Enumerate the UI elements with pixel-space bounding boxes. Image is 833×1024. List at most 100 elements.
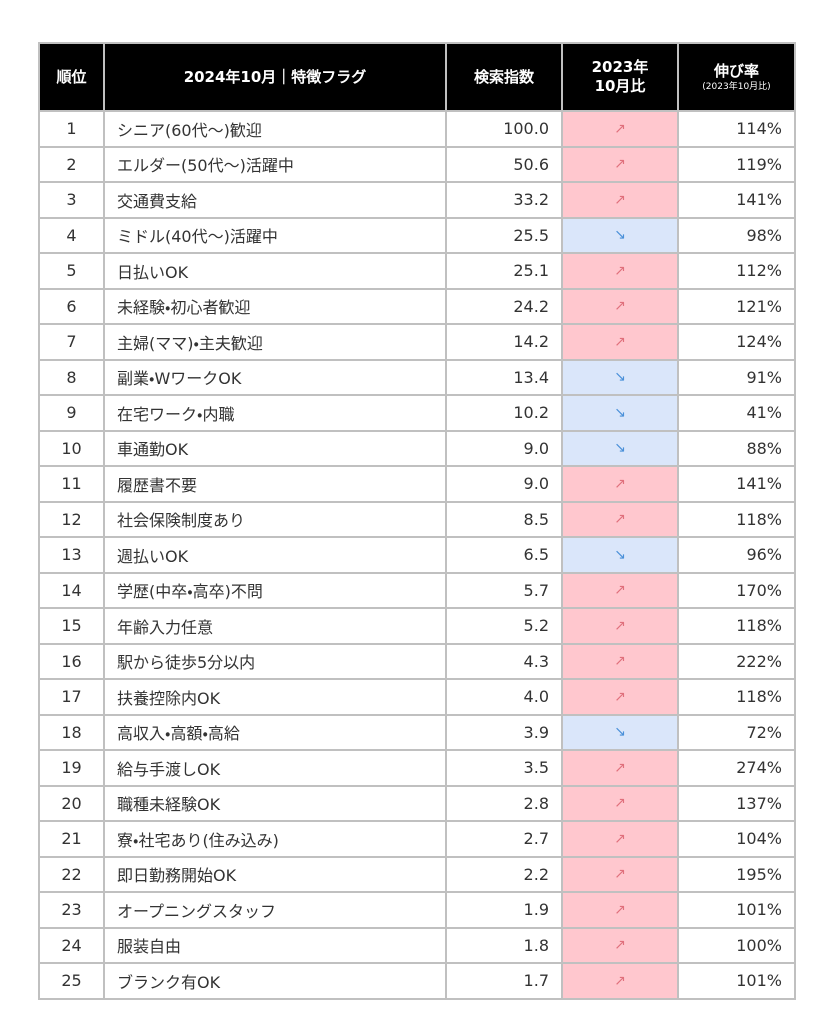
cell-name: シニア(60代～)歓迎: [103, 110, 447, 148]
cell-name: 未経験・初心者歓迎: [103, 287, 447, 325]
cell-name: 職種未経験OK: [103, 784, 447, 822]
cell-index: 25.5: [445, 216, 563, 254]
header-compare-line: 10月比: [594, 77, 646, 95]
header-growth: 伸び率 (2023年10月比): [677, 42, 796, 112]
header-name: 2024年10月｜特徴フラグ: [103, 42, 447, 112]
cell-index: 25.1: [445, 252, 563, 290]
cell-growth: 121%: [677, 287, 796, 325]
cell-growth: 222%: [677, 642, 796, 680]
table-row: 13 週払いOK 6.5 ↘ 96%: [38, 536, 796, 574]
cell-name: ミドル(40代～)活躍中: [103, 216, 447, 254]
cell-growth: 124%: [677, 323, 796, 361]
cell-trend: ↘: [561, 536, 679, 574]
cell-rank: 24: [38, 926, 105, 964]
cell-rank: 5: [38, 252, 105, 290]
cell-rank: 19: [38, 749, 105, 787]
cell-name: 交通費支給: [103, 181, 447, 219]
table-row: 7 主婦(ママ)・主夫歓迎 14.2 ↗ 124%: [38, 323, 796, 361]
cell-growth: 141%: [677, 181, 796, 219]
table-row: 6 未経験・初心者歓迎 24.2 ↗ 121%: [38, 287, 796, 325]
cell-trend: ↗: [561, 642, 679, 680]
cell-trend: ↗: [561, 607, 679, 645]
cell-rank: 2: [38, 145, 105, 183]
cell-name: 服装自由: [103, 926, 447, 964]
table-body: 1 シニア(60代～)歓迎 100.0 ↗ 114% 2 エルダー(50代～)活躍中 50.6…: [38, 110, 796, 1000]
cell-trend: ↗: [561, 749, 679, 787]
cell-name: 日払いOK: [103, 252, 447, 290]
cell-name: 車通勤OK: [103, 429, 447, 467]
cell-name: エルダー(50代～)活躍中: [103, 145, 447, 183]
cell-growth: 72%: [677, 713, 796, 751]
cell-index: 2.7: [445, 820, 563, 858]
cell-trend: ↘: [561, 713, 679, 751]
cell-rank: 20: [38, 784, 105, 822]
cell-index: 14.2: [445, 323, 563, 361]
cell-growth: 274%: [677, 749, 796, 787]
cell-trend: ↗: [561, 926, 679, 964]
cell-trend: ↗: [561, 855, 679, 893]
header-compare-line: 2023年: [591, 58, 649, 76]
table-row: 3 交通費支給 33.2 ↗ 141%: [38, 181, 796, 219]
cell-name: 社会保険制度あり: [103, 500, 447, 538]
cell-trend: ↗: [561, 145, 679, 183]
header-row: 順位 2024年10月｜特徴フラグ 検索指数 2023年 10月比 伸び率 (202…: [38, 42, 796, 112]
cell-name: 主婦(ママ)・主夫歓迎: [103, 323, 447, 361]
cell-growth: 141%: [677, 465, 796, 503]
cell-trend: ↗: [561, 571, 679, 609]
cell-name: 給与手渡しOK: [103, 749, 447, 787]
table-row: 4 ミドル(40代～)活躍中 25.5 ↘ 98%: [38, 216, 796, 254]
header-compare: 2023年 10月比: [561, 42, 679, 112]
cell-trend: ↗: [561, 500, 679, 538]
cell-name: 即日勤務開始OK: [103, 855, 447, 893]
cell-index: 50.6: [445, 145, 563, 183]
cell-trend: ↗: [561, 891, 679, 929]
cell-index: 13.4: [445, 358, 563, 396]
cell-growth: 114%: [677, 110, 796, 148]
cell-trend: ↗: [561, 962, 679, 1000]
cell-trend: ↗: [561, 181, 679, 219]
cell-index: 9.0: [445, 429, 563, 467]
cell-rank: 4: [38, 216, 105, 254]
cell-index: 3.9: [445, 713, 563, 751]
cell-trend: ↗: [561, 323, 679, 361]
header-growth-note: (2023年10月比): [702, 81, 771, 92]
table-header: 順位 2024年10月｜特徴フラグ 検索指数 2023年 10月比 伸び率 (202…: [38, 42, 796, 112]
cell-trend: ↗: [561, 820, 679, 858]
cell-index: 24.2: [445, 287, 563, 325]
cell-rank: 25: [38, 962, 105, 1000]
cell-index: 6.5: [445, 536, 563, 574]
cell-rank: 14: [38, 571, 105, 609]
cell-name: 扶養控除内OK: [103, 678, 447, 716]
table-row: 11 履歴書不要 9.0 ↗ 141%: [38, 465, 796, 503]
cell-rank: 11: [38, 465, 105, 503]
cell-trend: ↗: [561, 784, 679, 822]
table-row: 25 ブランク有OK 1.7 ↗ 101%: [38, 962, 796, 1000]
cell-index: 1.7: [445, 962, 563, 1000]
table-row: 9 在宅ワーク・内職 10.2 ↘ 41%: [38, 394, 796, 432]
cell-growth: 96%: [677, 536, 796, 574]
header-growth-title: 伸び率: [713, 61, 759, 80]
cell-index: 4.3: [445, 642, 563, 680]
cell-name: オープニングスタッフ: [103, 891, 447, 929]
cell-index: 8.5: [445, 500, 563, 538]
cell-index: 4.0: [445, 678, 563, 716]
cell-trend: ↗: [561, 465, 679, 503]
cell-growth: 112%: [677, 252, 796, 290]
cell-rank: 15: [38, 607, 105, 645]
cell-rank: 3: [38, 181, 105, 219]
cell-rank: 1: [38, 110, 105, 148]
cell-name: 学歴(中卒・高卒)不問: [103, 571, 447, 609]
cell-rank: 6: [38, 287, 105, 325]
cell-index: 1.9: [445, 891, 563, 929]
cell-name: 寮・社宅あり(住み込み): [103, 820, 447, 858]
cell-index: 2.2: [445, 855, 563, 893]
table-row: 18 高収入・高額・高給 3.9 ↘ 72%: [38, 713, 796, 751]
table-row: 20 職種未経験OK 2.8 ↗ 137%: [38, 784, 796, 822]
cell-growth: 101%: [677, 962, 796, 1000]
table-row: 24 服装自由 1.8 ↗ 100%: [38, 926, 796, 964]
cell-index: 2.8: [445, 784, 563, 822]
cell-trend: ↗: [561, 252, 679, 290]
table-row: 1 シニア(60代～)歓迎 100.0 ↗ 114%: [38, 110, 796, 148]
cell-name: 履歴書不要: [103, 465, 447, 503]
